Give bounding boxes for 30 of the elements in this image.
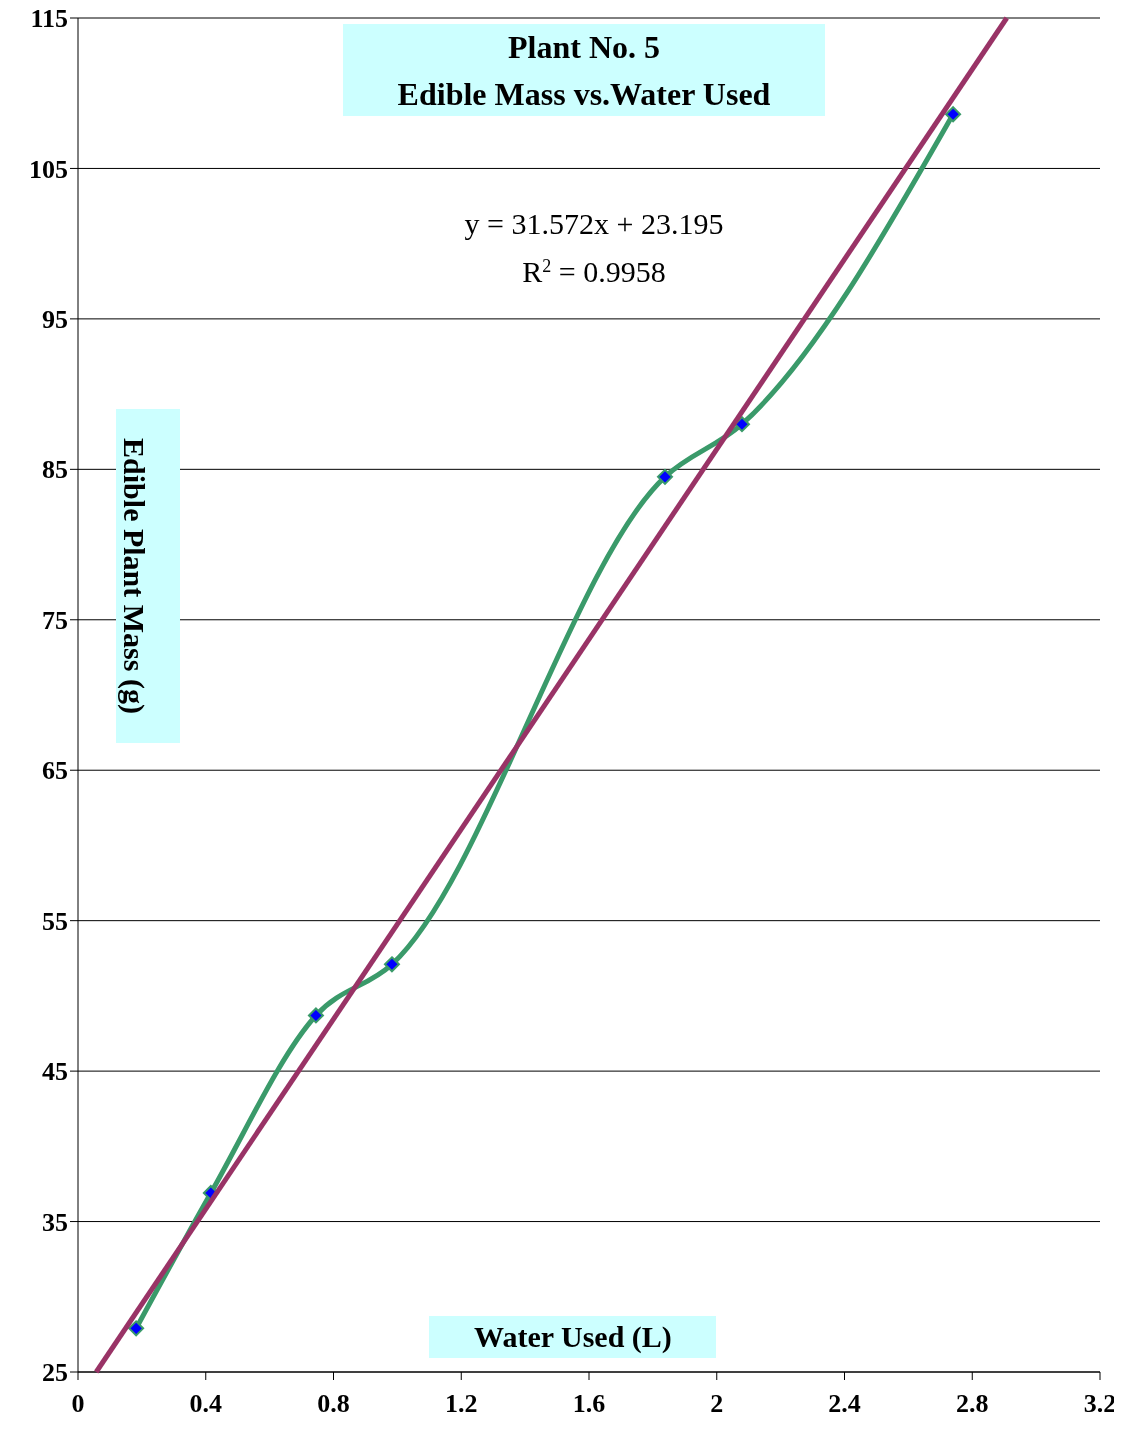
x-axis-title: Water Used (L)	[474, 1320, 672, 1354]
annotation: y = 31.572x + 23.195	[464, 207, 724, 240]
x-tick-label: 1.6	[572, 1389, 606, 1418]
y-tick-label: 45	[42, 1057, 68, 1087]
text: Edible Mass vs.Water Used	[397, 76, 771, 112]
point	[945, 106, 962, 123]
point	[733, 416, 750, 433]
y-tick-label: 115	[30, 4, 68, 34]
x-tick-label: 2.8	[956, 1389, 989, 1418]
chart-title: Plant No. 5	[508, 29, 660, 65]
y-tick-label: 35	[42, 1207, 68, 1237]
x-tick-label: 0.4	[189, 1389, 222, 1418]
x-tick-label: 1.2	[445, 1389, 478, 1418]
point	[657, 468, 674, 485]
y-tick-label: 55	[42, 906, 68, 936]
point	[307, 1007, 324, 1024]
point	[128, 1320, 145, 1337]
x-tick-label: 0	[71, 1389, 85, 1418]
y-tick-label: 85	[42, 455, 68, 485]
x-tick-label: 2.4	[828, 1389, 861, 1418]
y-tick-label: 95	[42, 304, 68, 334]
annotation: R$^{2}$ = 0.9958	[522, 255, 666, 288]
x-tick-label: 0.8	[317, 1389, 350, 1418]
y-tick-label: 75	[42, 605, 68, 635]
y-tick-label: 65	[42, 756, 68, 786]
point	[383, 956, 400, 973]
x-tick-label: 2	[710, 1389, 724, 1418]
y-tick-label: 25	[42, 1358, 68, 1388]
y-axis-title: Edible Plant Mass (g)	[116, 438, 151, 714]
y-tick-label: 105	[29, 154, 68, 184]
